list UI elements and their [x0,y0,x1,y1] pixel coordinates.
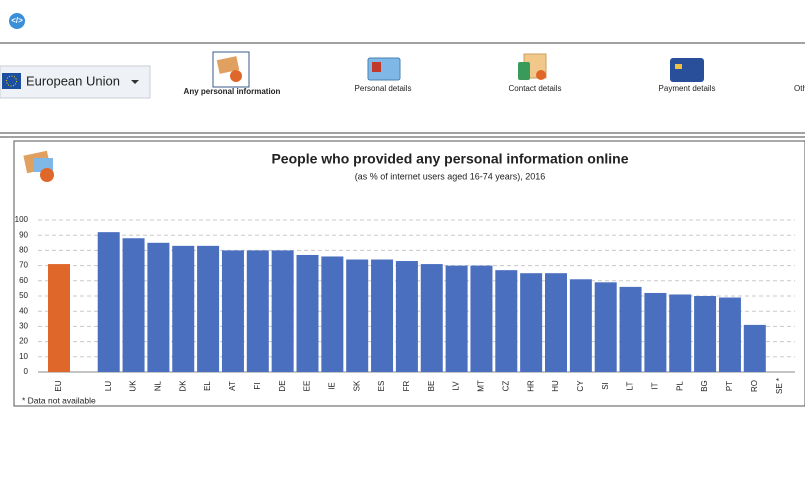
bar [495,270,518,372]
x-tick-label: RO [750,380,759,392]
y-tick-label: 0 [24,367,29,376]
x-tick-label: SK [352,380,361,391]
y-tick-label: 80 [19,246,28,255]
chart-icon [23,150,54,182]
y-tick-label: 30 [19,322,28,331]
x-tick-label: IE [327,382,336,390]
x-tick-label: LU [104,381,113,391]
bar [122,238,145,372]
bar [644,292,667,372]
x-tick-label: LV [452,381,461,391]
x-tick-label: EE [303,381,312,392]
x-tick-label: CY [576,380,585,392]
bar [172,245,195,372]
bar [371,259,394,372]
tab[interactable]: Personal details [355,57,412,93]
tab[interactable]: Oth [794,84,805,93]
x-tick-label: EU [54,380,63,391]
bar [321,256,344,372]
bar [48,264,70,372]
bar [545,273,567,372]
bar [669,294,692,372]
bar [470,265,493,372]
y-tick-label: 100 [15,215,29,224]
x-tick-label: CZ [501,381,510,392]
bar [718,297,741,372]
y-tick-label: 70 [19,261,28,270]
x-tick-label: NL [154,380,163,391]
y-tick-label: 20 [19,337,28,346]
tab[interactable]: Payment details [659,58,716,93]
bar [420,264,443,372]
x-tick-label: SI [601,382,610,390]
bar [271,250,294,372]
bar [445,265,468,372]
x-tick-label: BG [700,380,709,392]
y-tick-label: 10 [19,352,28,361]
embed-button[interactable]: </> [9,13,25,29]
x-tick-label: ES [377,381,386,392]
dropdown-label: European Union [26,73,120,88]
bar [147,242,170,372]
country-dropdown[interactable]: European Union [0,65,151,99]
chart-subtitle: (as % of internet users aged 16-74 years… [355,171,546,181]
tab-label: Payment details [659,84,716,93]
x-tick-label: FI [253,382,262,389]
tab-label: Contact details [509,84,562,93]
bar [395,261,418,372]
x-tick-label: BE [427,381,436,392]
tab-label: Any personal information [184,87,281,96]
bar [694,296,717,372]
x-tick-label: IT [651,382,660,389]
bar [296,254,319,372]
x-tick-label: HR [526,380,535,392]
tab[interactable]: Any personal information [184,51,281,96]
x-tick-label: HU [551,380,560,392]
tab[interactable]: Contact details [509,53,562,93]
tab-label: Personal details [355,84,412,93]
y-tick-label: 50 [19,291,28,300]
svg-text:</>: </> [11,16,23,25]
x-tick-label: MT [477,380,486,392]
bar [619,286,642,372]
bar [594,282,617,372]
x-tick-label: SE * [775,378,784,394]
tab-label: Oth [794,84,805,93]
x-tick-label: UK [129,380,138,392]
bar [221,250,244,372]
footnote: * Data not available [22,395,96,405]
bar [197,245,220,372]
bar [569,279,592,372]
x-tick-label: FR [402,380,411,391]
bar [246,250,269,372]
x-tick-label: LT [626,382,635,391]
x-tick-label: EL [203,381,212,391]
chart-title: People who provided any personal informa… [271,151,628,167]
bar [520,273,543,372]
x-tick-label: AT [228,381,237,391]
bar [346,259,369,372]
y-tick-label: 40 [19,306,28,315]
bar [743,324,766,372]
y-tick-label: 60 [19,276,28,285]
x-tick-label: PL [675,381,684,391]
x-tick-label: DE [278,380,287,391]
x-tick-label: DK [178,380,187,392]
bar [97,232,120,372]
x-tick-label: PT [725,381,734,391]
y-tick-label: 90 [19,230,28,239]
